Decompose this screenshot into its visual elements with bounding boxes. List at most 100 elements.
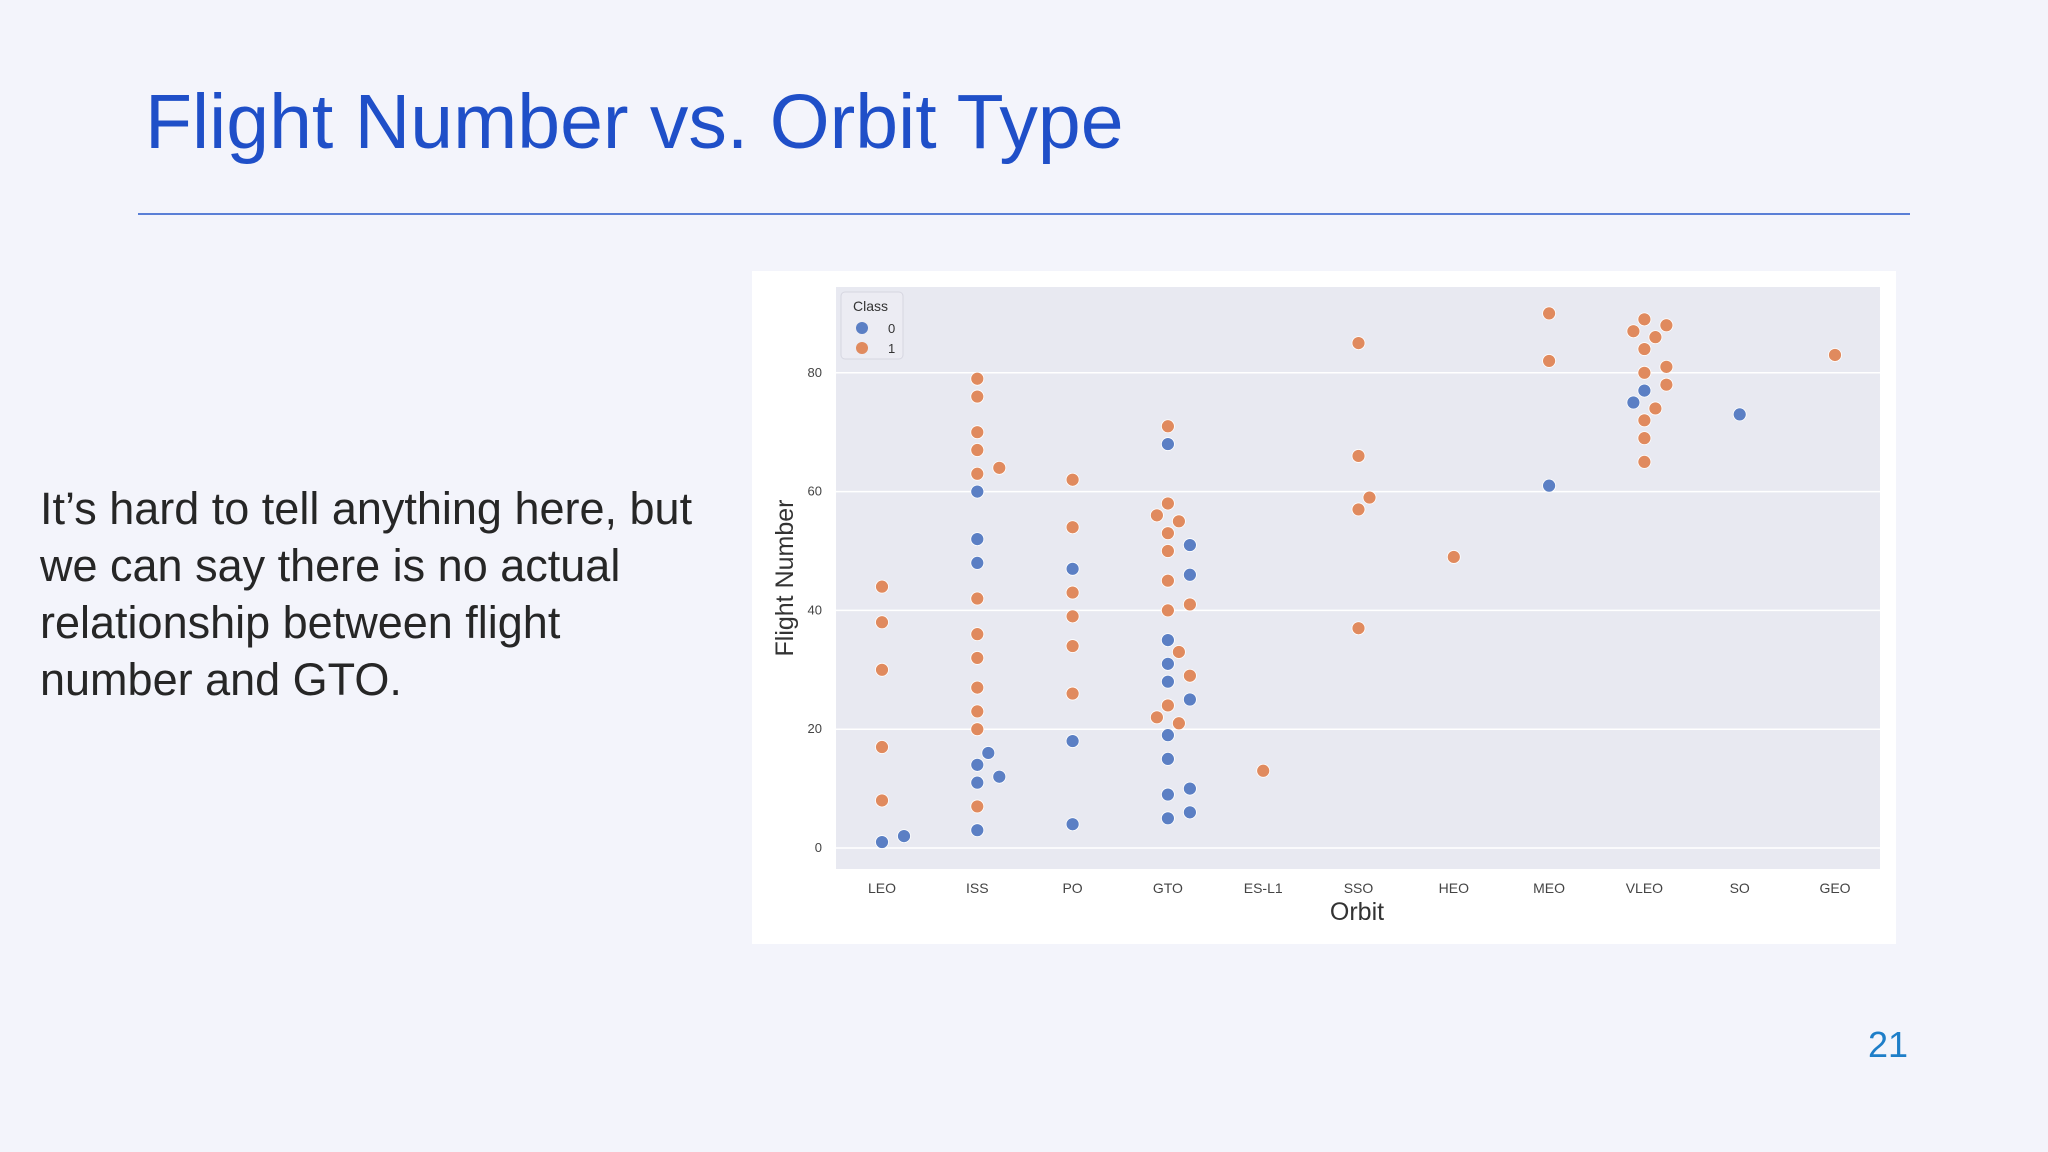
data-point-class-1 bbox=[970, 425, 985, 440]
data-point-class-0 bbox=[875, 835, 889, 849]
data-point-class-1 bbox=[1065, 585, 1080, 600]
data-point-class-1 bbox=[1182, 668, 1197, 683]
data-point-class-1 bbox=[970, 704, 985, 719]
body-text: It’s hard to tell anything here, but we … bbox=[40, 483, 693, 705]
legend-label-class-0: 0 bbox=[888, 321, 895, 336]
y-tick-labels: 0 20 40 60 80 bbox=[808, 365, 822, 855]
data-point-class-1 bbox=[1160, 419, 1175, 434]
data-point-class-0 bbox=[1637, 383, 1652, 398]
data-point-class-1 bbox=[1182, 597, 1197, 612]
y-tick-label: 80 bbox=[808, 365, 822, 380]
data-point-class-1 bbox=[1256, 763, 1271, 778]
data-point-class-1 bbox=[875, 579, 889, 594]
y-tick-label: 20 bbox=[808, 721, 822, 736]
title-divider bbox=[138, 213, 1910, 215]
data-point-class-1 bbox=[1648, 330, 1663, 345]
x-tick-label: VLEO bbox=[1626, 880, 1663, 896]
data-point-class-1 bbox=[992, 460, 1007, 475]
data-point-class-1 bbox=[1160, 698, 1175, 713]
x-tick-label: SSO bbox=[1344, 880, 1374, 896]
data-point-class-1 bbox=[1171, 645, 1186, 659]
data-point-class-1 bbox=[970, 389, 985, 404]
data-point-class-1 bbox=[1160, 526, 1175, 541]
x-tick-label: SO bbox=[1730, 880, 1750, 896]
data-point-class-0 bbox=[1182, 538, 1197, 552]
data-point-class-0 bbox=[1182, 781, 1197, 796]
x-axis-label: Orbit bbox=[1330, 898, 1384, 926]
data-point-class-1 bbox=[1160, 496, 1175, 511]
data-point-class-1 bbox=[1542, 354, 1556, 368]
data-point-class-0 bbox=[970, 757, 985, 772]
y-tick-label: 60 bbox=[808, 484, 822, 499]
data-point-class-1 bbox=[1065, 639, 1080, 653]
y-tick-label: 40 bbox=[808, 602, 822, 617]
x-tick-labels: LEO ISS PO GTO ES-L1 SSO HEO MEO VLEO SO GEO bbox=[868, 880, 1851, 896]
data-point-class-1 bbox=[1446, 550, 1461, 564]
data-point-class-0 bbox=[1160, 751, 1175, 766]
data-point-class-0 bbox=[1160, 674, 1175, 689]
x-tick-label: MEO bbox=[1533, 880, 1565, 896]
data-point-class-1 bbox=[1065, 609, 1080, 624]
legend-label-class-1: 1 bbox=[888, 341, 895, 356]
x-tick-label: ES-L1 bbox=[1244, 880, 1283, 896]
data-point-class-0 bbox=[1065, 561, 1080, 576]
data-point-class-0 bbox=[1542, 478, 1556, 493]
data-point-class-1 bbox=[875, 740, 889, 754]
x-tick-label: ISS bbox=[966, 880, 989, 896]
x-tick-label: GEO bbox=[1819, 880, 1850, 896]
data-point-class-1 bbox=[970, 466, 985, 481]
data-point-class-1 bbox=[1828, 348, 1842, 362]
data-point-class-0 bbox=[1182, 692, 1197, 707]
y-axis-label: Flight Number bbox=[771, 500, 799, 657]
x-tick-label: HEO bbox=[1439, 880, 1469, 896]
x-tick-label: LEO bbox=[868, 880, 896, 896]
data-point-class-0 bbox=[1732, 407, 1747, 422]
data-point-class-1 bbox=[1149, 710, 1164, 725]
data-point-class-1 bbox=[1160, 544, 1175, 558]
data-point-class-0 bbox=[970, 484, 985, 499]
data-point-class-0 bbox=[1160, 656, 1175, 671]
data-point-class-1 bbox=[1149, 508, 1164, 523]
data-point-class-1 bbox=[1659, 377, 1674, 392]
legend-box bbox=[840, 291, 904, 360]
data-point-class-0 bbox=[897, 829, 911, 844]
data-point-class-1 bbox=[875, 615, 889, 630]
data-point-class-1 bbox=[970, 722, 985, 737]
data-point-class-1 bbox=[1637, 342, 1652, 356]
data-point-class-1 bbox=[1171, 514, 1186, 529]
legend-marker-class-1 bbox=[856, 342, 868, 354]
data-point-class-0 bbox=[970, 823, 985, 838]
data-point-class-1 bbox=[1351, 621, 1366, 636]
data-point-class-1 bbox=[1065, 686, 1080, 701]
data-point-class-0 bbox=[1160, 811, 1175, 826]
data-point-class-1 bbox=[1626, 324, 1641, 339]
data-point-class-0 bbox=[981, 746, 996, 760]
data-point-class-1 bbox=[1065, 520, 1080, 535]
data-point-class-0 bbox=[992, 769, 1007, 784]
data-point-class-0 bbox=[970, 532, 985, 547]
y-tick-label: 0 bbox=[815, 840, 822, 855]
data-point-class-1 bbox=[970, 443, 985, 457]
data-point-class-1 bbox=[1637, 365, 1652, 380]
data-point-class-1 bbox=[1351, 336, 1366, 350]
data-point-class-1 bbox=[875, 793, 889, 808]
data-point-class-1 bbox=[970, 591, 985, 606]
data-point-class-1 bbox=[1637, 431, 1652, 446]
data-point-class-1 bbox=[970, 680, 985, 695]
page-number: 21 bbox=[1867, 1024, 1908, 1065]
legend: Class 0 1 bbox=[840, 291, 904, 360]
data-point-class-0 bbox=[1160, 437, 1175, 451]
slide-title: Flight Number vs. Orbit Type bbox=[145, 79, 1124, 165]
data-point-class-0 bbox=[1182, 567, 1197, 582]
data-point-class-1 bbox=[1659, 318, 1674, 333]
chart-card: 0 20 40 60 80 LEO ISS PO GTO ES-L1 SSO HEO MEO VLEO S… bbox=[752, 271, 1896, 944]
data-point-class-0 bbox=[970, 775, 985, 790]
data-point-class-0 bbox=[1160, 728, 1175, 743]
legend-marker-class-0 bbox=[856, 322, 868, 334]
data-point-class-1 bbox=[970, 651, 985, 665]
data-point-class-1 bbox=[1171, 716, 1186, 731]
data-point-class-1 bbox=[1160, 573, 1175, 588]
data-point-class-1 bbox=[1351, 449, 1366, 463]
data-point-class-1 bbox=[1648, 401, 1663, 416]
x-tick-label: GTO bbox=[1153, 880, 1183, 896]
